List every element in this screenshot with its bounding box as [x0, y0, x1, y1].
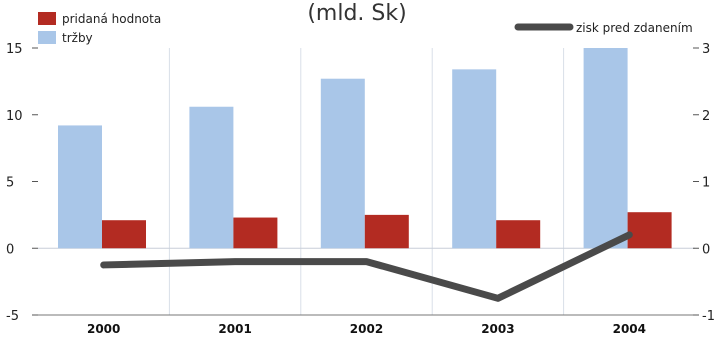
bar-pridana-hodnota: [102, 220, 146, 249]
bar-pridana-hodnota: [496, 220, 541, 249]
right-tick-label: 1: [702, 176, 710, 191]
legend-label-trzby: tržby: [62, 31, 93, 45]
right-tick-label: 2: [702, 109, 710, 124]
left-tick-label: -5: [6, 309, 19, 324]
chart-title: (mld. Sk): [307, 1, 406, 26]
bar-trzby: [583, 48, 628, 249]
x-tick-label: 2002: [350, 322, 383, 336]
right-tick-label: 0: [702, 242, 710, 257]
left-tick-label: 15: [6, 42, 23, 57]
x-tick-label: 2000: [87, 322, 120, 336]
right-tick-label: 3: [702, 42, 710, 57]
bar-pridana-hodnota: [627, 212, 672, 249]
legend-swatch-trzby: [38, 31, 56, 44]
line-series: [100, 231, 633, 302]
legend-swatch-pridana-hodnota: [38, 12, 56, 25]
x-tick-label: 2001: [218, 322, 251, 336]
left-tick-label: 10: [6, 109, 23, 124]
legend-label-pridana-hodnota: pridaná hodnota: [62, 12, 161, 26]
bar-pridana-hodnota: [233, 217, 278, 249]
legend-left: pridaná hodnota tržby: [38, 12, 161, 45]
legend-label-zisk-pred-zdanenim: zisk pred zdanením: [576, 21, 693, 35]
right-tick-label: -1: [702, 309, 715, 324]
bars: [58, 48, 672, 249]
bar-pridana-hodnota: [364, 214, 409, 249]
bar-trzby: [320, 78, 365, 249]
bar-trzby: [452, 69, 497, 249]
bar-trzby: [189, 106, 234, 249]
x-tick-label: 2003: [481, 322, 514, 336]
bar-trzby: [58, 125, 102, 249]
left-tick-label: 0: [6, 242, 14, 257]
line-zisk-pred-zdanenim: [100, 231, 633, 302]
axes: -5 0 5 10 15 -1 0 1 2 3 2000 2001 2002 2003 2004: [6, 42, 715, 336]
legend-right: zisk pred zdanením: [514, 21, 693, 35]
left-tick-label: 5: [6, 176, 14, 191]
x-tick-label: 2004: [613, 322, 646, 336]
